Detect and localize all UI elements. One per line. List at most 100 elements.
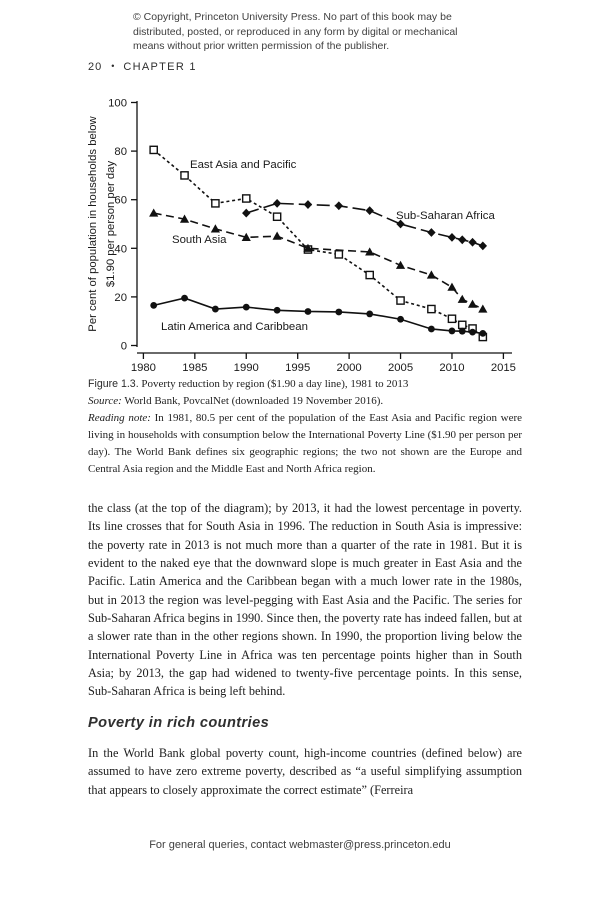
figure-caption-block: Figure 1.3. Poverty reduction by region …: [88, 376, 522, 478]
reading-note-text: In 1981, 80.5 per cent of the population…: [88, 412, 523, 475]
triangle-marker: [210, 224, 220, 233]
diamond-marker: [468, 237, 477, 247]
svg-text:80: 80: [114, 146, 127, 158]
square-marker: [211, 199, 220, 208]
tick-labels: 0 20 40 60 80 100 1980 1985 1990 1995 2000 2005 2010…: [108, 98, 516, 375]
y-axis-title: Per cent of population in households bel…: [87, 115, 117, 331]
svg-text:1980: 1980: [131, 362, 156, 374]
section-heading: Poverty in rich countries: [88, 715, 270, 731]
triangle-marker: [149, 208, 159, 217]
footer-contact: For general queries, contact webmaster@p…: [149, 839, 451, 851]
circle-marker: [458, 327, 466, 335]
svg-text:40: 40: [114, 243, 127, 255]
triangle-marker: [365, 247, 375, 256]
svg-text:0: 0: [121, 341, 127, 353]
running-head: 20 • CHAPTER 1: [88, 61, 197, 73]
circle-marker: [397, 315, 404, 323]
diamond-marker: [242, 208, 251, 218]
square-marker: [427, 304, 436, 314]
circle-marker: [242, 303, 250, 311]
figure-title: Poverty reduction by region ($1.90 a day…: [141, 378, 409, 390]
svg-text:1995: 1995: [285, 362, 310, 374]
svg-text:2005: 2005: [388, 362, 413, 374]
axes: [131, 101, 512, 359]
circle-marker: [273, 306, 281, 314]
source-label: Source:: [88, 395, 122, 407]
figure-number: Figure 1.3.: [88, 378, 139, 390]
svg-text:$1.90 per person per day: $1.90 per person per day: [105, 161, 117, 288]
series-label: East Asia and Pacific: [190, 159, 297, 171]
square-marker: [457, 320, 467, 330]
circle-marker: [427, 325, 435, 333]
circle-marker: [479, 329, 487, 337]
svg-text:Per cent of population in hous: Per cent of population in households bel…: [87, 115, 99, 331]
copyright-notice: © Copyright, Princeton University Press.…: [133, 10, 493, 54]
triangle-marker: [303, 243, 313, 252]
triangle-marker: [179, 214, 190, 223]
diamond-marker: [365, 206, 374, 216]
square-marker: [447, 314, 457, 324]
diamond-marker: [447, 232, 457, 242]
square-marker: [180, 171, 189, 180]
series-sub-saharan-africa: Sub-Saharan Africa: [242, 198, 495, 251]
circle-marker: [211, 305, 219, 313]
square-marker: [272, 212, 282, 222]
diamond-marker: [396, 219, 405, 229]
page-number: 20: [88, 61, 103, 73]
svg-text:1985: 1985: [182, 362, 207, 374]
svg-text:100: 100: [108, 98, 127, 110]
diamond-marker: [427, 228, 436, 237]
source-text: World Bank, PovcalNet (downloaded 19 Nov…: [124, 395, 384, 407]
triangle-marker: [467, 299, 478, 308]
triangle-marker: [426, 270, 436, 279]
triangle-marker: [395, 260, 406, 269]
reading-note-label: Reading note:: [88, 412, 151, 424]
triangle-marker: [457, 294, 467, 303]
separator-dot: •: [111, 61, 115, 71]
circle-marker: [181, 294, 188, 302]
series-label: Sub-Saharan Africa: [396, 210, 495, 222]
diamond-marker: [478, 241, 488, 251]
poverty-reduction-chart: 0 20 40 60 80 100 1980 1985 1990 1995 2000 2005 2010…: [87, 98, 516, 375]
square-marker: [149, 145, 158, 155]
circle-marker: [366, 310, 374, 318]
circle-marker: [335, 308, 343, 316]
text-line: © Copyright, Princeton University Press.…: [133, 11, 452, 23]
series-label: Latin America and Caribbean: [161, 321, 308, 333]
svg-text:2010: 2010: [439, 362, 464, 374]
square-marker: [334, 250, 344, 259]
body-paragraph-2: In the World Bank global poverty count, …: [88, 746, 522, 797]
body-paragraph-1: the class (at the top of the diagram); b…: [88, 501, 522, 699]
diamond-marker: [272, 198, 282, 208]
triangle-marker: [447, 282, 457, 291]
triangle-marker: [241, 232, 251, 241]
figure-1-3: 0 20 40 60 80 100 1980 1985 1990 1995 2000 2005 2010…: [0, 88, 600, 388]
circle-marker: [304, 308, 312, 315]
square-marker: [241, 194, 251, 203]
circle-marker: [150, 302, 158, 309]
figure-reading-note: Reading note: In 1981, 80.5 per cent of …: [88, 410, 522, 478]
square-marker: [365, 270, 374, 280]
diamond-marker: [303, 200, 313, 209]
figure-caption: Figure 1.3. Poverty reduction by region …: [88, 376, 522, 393]
triangle-marker: [478, 304, 488, 313]
svg-text:60: 60: [114, 195, 127, 207]
figure-source: Source: World Bank, PovcalNet (downloade…: [88, 393, 522, 410]
circle-marker: [469, 328, 476, 336]
circle-marker: [448, 327, 456, 335]
series-latin-america-and-caribbean: Latin America and Caribbean: [150, 294, 487, 337]
diamond-marker: [458, 235, 467, 245]
text-line: distributed, posted, or reproduced in an…: [133, 25, 458, 38]
series-label: South Asia: [172, 234, 227, 246]
svg-text:2000: 2000: [337, 362, 362, 374]
text-line: means without prior written permission o…: [133, 40, 390, 53]
svg-text:1990: 1990: [234, 362, 259, 374]
diamond-marker: [334, 201, 344, 211]
svg-text:2015: 2015: [491, 362, 516, 374]
square-marker: [396, 296, 405, 305]
triangle-marker: [272, 231, 282, 240]
chapter-title: CHAPTER 1: [123, 61, 197, 73]
series-south-asia: South Asia: [149, 208, 488, 313]
svg-text:20: 20: [114, 292, 127, 304]
